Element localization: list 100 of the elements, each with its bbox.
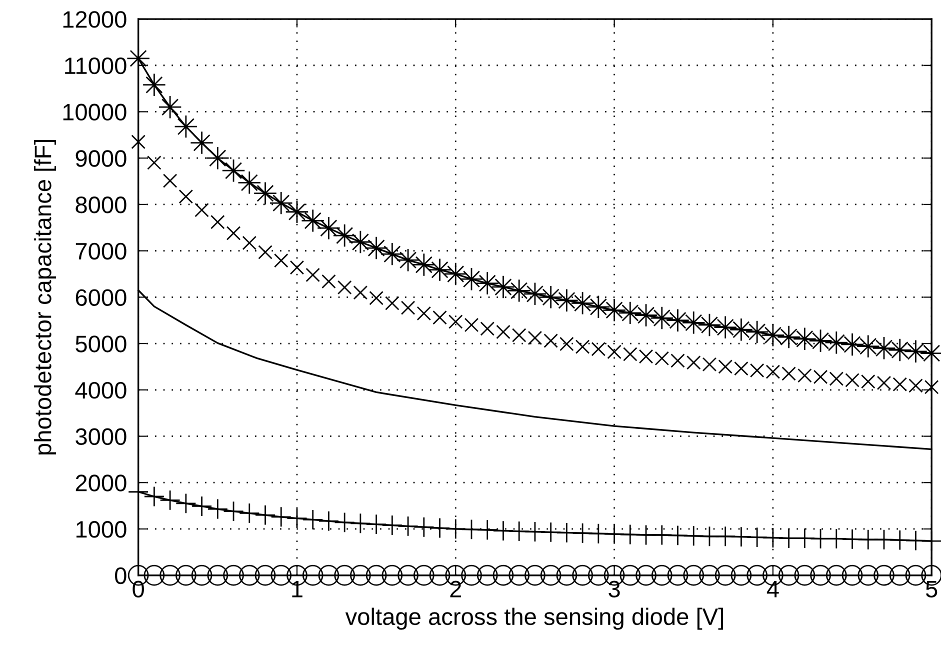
point [432,310,447,325]
point [686,355,701,370]
y-tick-label: 6000 [76,289,126,306]
point [523,282,547,306]
point [412,252,436,277]
point [191,564,212,586]
y-tick-label: 11000 [65,57,126,74]
point [270,506,292,528]
point [714,315,738,340]
point [654,351,670,366]
point [223,564,244,586]
point [160,490,180,511]
point [396,248,420,272]
point [306,268,320,282]
point [651,564,672,586]
y-tick-label: 5000 [76,336,126,352]
point [528,330,542,346]
point [745,320,769,344]
point [194,202,209,218]
point [842,564,863,586]
point [905,564,926,586]
y-tick-label: 12000 [63,11,126,28]
point [718,360,732,374]
point [253,182,278,206]
point [491,275,516,299]
point [380,242,404,266]
point [746,564,768,586]
point [158,95,182,119]
point [554,288,578,312]
point [778,564,800,586]
y-tick-label: 2000 [76,474,126,492]
y-tick-label: 8000 [76,196,126,214]
y-axis-title: photodetector capacitance [fF] [34,140,56,454]
y-tick-label: 0 [115,567,126,584]
y-tick-label: 10000 [63,104,126,121]
point [476,564,498,586]
point [160,564,180,586]
point [301,208,325,232]
x-axis-title: voltage across the sensing diode [V] [345,608,723,630]
point [176,493,196,514]
point [448,314,463,329]
point [364,236,388,260]
point [508,564,530,586]
x-tick-label: 3 [608,580,620,598]
x-tick-label: 0 [132,580,144,598]
y-tick-label: 9000 [76,150,126,167]
point [810,564,831,586]
point [607,344,622,360]
point [874,564,894,586]
point [623,347,638,362]
point [176,564,196,586]
point [382,564,403,586]
point [385,296,400,310]
point [492,564,514,586]
point [683,564,704,586]
point [730,564,752,586]
point [714,564,736,586]
point [464,318,479,332]
point [207,498,228,520]
point [428,258,452,282]
point [602,298,626,322]
point [290,260,304,275]
y-tick-label: 3000 [76,428,126,446]
point [572,564,593,586]
point [222,158,246,182]
point [575,340,590,354]
point [269,191,293,215]
point [444,262,468,286]
point [666,308,690,332]
point [512,328,526,342]
point [254,564,276,586]
point [144,486,165,507]
point [588,564,609,586]
y-tick-label: 4000 [75,382,126,399]
point [544,334,558,348]
point [270,564,292,586]
point [824,330,848,354]
point [142,73,166,97]
point [524,564,546,586]
point [476,271,500,296]
point [480,322,495,336]
point [620,564,641,586]
point [302,564,324,586]
point [872,336,896,360]
point [258,245,272,260]
point [334,564,355,586]
point [398,564,418,586]
point [174,114,198,138]
point [274,253,288,268]
point [889,564,910,586]
point [190,130,214,155]
point [734,361,748,376]
x-tick-label: 5 [926,581,938,598]
point [316,216,341,240]
point [634,303,658,328]
point [207,564,228,586]
point [856,334,880,358]
point [698,313,722,337]
point [507,278,531,302]
point [350,564,371,586]
